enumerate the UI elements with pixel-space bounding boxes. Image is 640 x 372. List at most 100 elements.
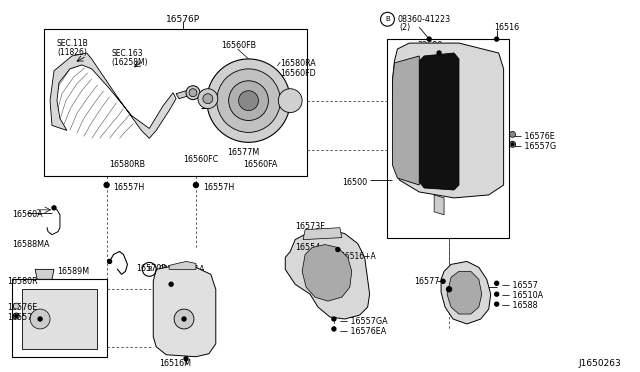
Text: 16546: 16546: [407, 73, 433, 82]
Text: — 16576E: — 16576E: [513, 132, 554, 141]
Text: 16557G: 16557G: [7, 313, 39, 322]
Text: 16520: 16520: [407, 81, 433, 90]
Polygon shape: [419, 53, 459, 190]
Text: — 16510A: — 16510A: [502, 291, 543, 300]
Circle shape: [182, 317, 186, 321]
Text: 16560FB: 16560FB: [221, 41, 256, 50]
Text: B: B: [147, 266, 152, 272]
Text: 16516: 16516: [493, 23, 519, 32]
Circle shape: [104, 183, 109, 187]
Polygon shape: [303, 228, 342, 240]
Text: 16577: 16577: [414, 277, 440, 286]
Text: 16526: 16526: [464, 128, 489, 137]
Polygon shape: [169, 262, 196, 269]
Text: 16560FD: 16560FD: [280, 69, 316, 78]
Circle shape: [13, 303, 19, 309]
Text: 16576P: 16576P: [166, 15, 200, 24]
Text: 22680: 22680: [417, 41, 442, 50]
Text: — 16557: — 16557: [502, 281, 538, 290]
Bar: [44, 29, 307, 176]
Polygon shape: [22, 289, 97, 349]
Polygon shape: [153, 265, 216, 357]
Polygon shape: [35, 269, 54, 279]
Text: — 16576EA: — 16576EA: [340, 327, 386, 336]
Circle shape: [198, 89, 218, 109]
Polygon shape: [392, 56, 419, 185]
Circle shape: [189, 89, 197, 97]
Text: — 16588: — 16588: [502, 301, 537, 310]
Circle shape: [278, 89, 302, 113]
Text: 16580RB: 16580RB: [109, 160, 146, 169]
Circle shape: [207, 59, 290, 142]
Text: 16570P: 16570P: [136, 264, 166, 273]
Text: SEC.163: SEC.163: [111, 49, 143, 58]
Polygon shape: [176, 88, 199, 99]
Text: 16560A: 16560A: [12, 210, 43, 219]
Text: 16557: 16557: [454, 284, 478, 293]
Text: 16580RA: 16580RA: [280, 59, 316, 68]
Text: 16500: 16500: [342, 178, 367, 187]
Polygon shape: [302, 244, 352, 301]
Circle shape: [511, 143, 514, 146]
Text: (16258M): (16258M): [111, 58, 148, 67]
Text: 16588MA: 16588MA: [12, 240, 50, 248]
Circle shape: [332, 317, 336, 321]
Circle shape: [228, 81, 268, 121]
Polygon shape: [392, 43, 504, 198]
Circle shape: [332, 327, 336, 331]
Text: 16557H: 16557H: [203, 183, 234, 192]
Circle shape: [15, 315, 18, 318]
Text: 16516M: 16516M: [159, 359, 191, 368]
Text: J1650263: J1650263: [578, 359, 621, 368]
Circle shape: [52, 206, 56, 210]
Circle shape: [336, 247, 340, 251]
Circle shape: [495, 302, 499, 306]
Circle shape: [427, 37, 431, 41]
Bar: [12, 279, 107, 357]
Text: 16573F: 16573F: [295, 222, 325, 231]
Polygon shape: [447, 271, 482, 314]
Text: 16560FA: 16560FA: [244, 160, 278, 169]
Text: 16580R: 16580R: [7, 277, 38, 286]
Circle shape: [495, 292, 499, 296]
Text: — 16557GA: — 16557GA: [340, 317, 387, 326]
Text: 16516+A: 16516+A: [340, 251, 376, 260]
Circle shape: [495, 281, 499, 285]
Circle shape: [495, 37, 499, 41]
Text: (2): (2): [399, 23, 411, 32]
Text: — 16557G: — 16557G: [513, 142, 556, 151]
Circle shape: [186, 86, 200, 100]
Circle shape: [203, 94, 213, 104]
Circle shape: [174, 309, 194, 329]
Text: (11826): (11826): [57, 48, 87, 57]
Text: 16554: 16554: [295, 243, 321, 251]
Text: 16557H: 16557H: [113, 183, 145, 192]
Circle shape: [193, 183, 198, 187]
Text: (2): (2): [163, 275, 175, 284]
Circle shape: [184, 357, 188, 361]
Polygon shape: [285, 230, 370, 319]
Text: 16598: 16598: [397, 89, 422, 98]
Circle shape: [30, 309, 50, 329]
Text: B: B: [385, 16, 390, 22]
Text: 16577M: 16577M: [227, 148, 259, 157]
Text: 16560FC: 16560FC: [183, 155, 218, 164]
Text: 08360-41223: 08360-41223: [397, 15, 451, 24]
Text: 16589M: 16589M: [57, 267, 89, 276]
Text: 08IA8-8I61A: 08IA8-8I61A: [158, 265, 205, 275]
Circle shape: [169, 282, 173, 286]
Polygon shape: [50, 53, 176, 138]
Circle shape: [108, 259, 111, 263]
Circle shape: [509, 131, 516, 137]
Circle shape: [217, 69, 280, 132]
Polygon shape: [441, 262, 491, 324]
Circle shape: [239, 91, 259, 110]
Circle shape: [38, 317, 42, 321]
Circle shape: [441, 279, 445, 283]
Bar: [387, 39, 509, 238]
Polygon shape: [434, 195, 444, 215]
Text: SEC.11B: SEC.11B: [57, 39, 89, 48]
Text: 16598: 16598: [397, 155, 422, 164]
Text: 16576E: 16576E: [7, 303, 38, 312]
Circle shape: [447, 287, 451, 292]
